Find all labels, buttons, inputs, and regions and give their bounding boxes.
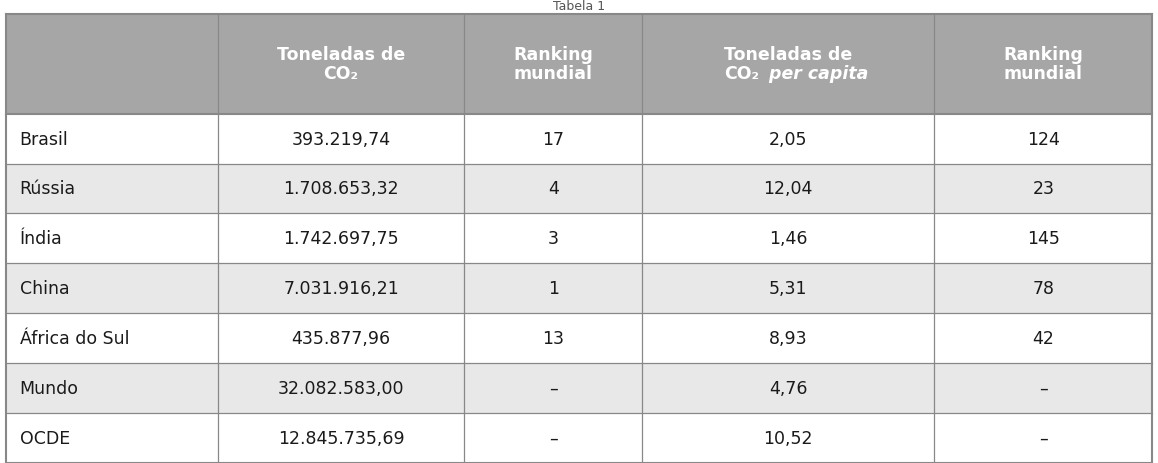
Text: –: – bbox=[549, 379, 558, 397]
Text: 3: 3 bbox=[548, 230, 558, 248]
Text: 4,76: 4,76 bbox=[769, 379, 807, 397]
Text: Ranking: Ranking bbox=[1003, 46, 1083, 64]
Text: Tabela 1: Tabela 1 bbox=[552, 0, 606, 13]
Text: 23: 23 bbox=[1032, 180, 1054, 198]
Text: Toneladas de: Toneladas de bbox=[277, 46, 405, 64]
Text: Mundo: Mundo bbox=[20, 379, 79, 397]
Text: 12,04: 12,04 bbox=[763, 180, 813, 198]
Text: Índia: Índia bbox=[20, 230, 63, 248]
Text: 12.845.735,69: 12.845.735,69 bbox=[278, 429, 404, 447]
Text: 32.082.583,00: 32.082.583,00 bbox=[278, 379, 404, 397]
Text: –: – bbox=[1039, 429, 1048, 447]
Text: 1: 1 bbox=[548, 280, 558, 298]
Text: –: – bbox=[549, 429, 558, 447]
Text: mundial: mundial bbox=[1004, 65, 1083, 83]
Bar bbox=[6, 313, 1152, 363]
Text: 78: 78 bbox=[1032, 280, 1054, 298]
Text: Toneladas de: Toneladas de bbox=[724, 46, 852, 64]
Bar bbox=[6, 214, 1152, 264]
Text: Brasil: Brasil bbox=[20, 130, 68, 148]
Text: África do Sul: África do Sul bbox=[20, 330, 130, 347]
Text: 17: 17 bbox=[542, 130, 564, 148]
Bar bbox=[6, 164, 1152, 214]
Text: OCDE: OCDE bbox=[20, 429, 69, 447]
Text: CO₂: CO₂ bbox=[323, 65, 359, 83]
Text: per capita: per capita bbox=[763, 65, 868, 83]
Text: 124: 124 bbox=[1027, 130, 1060, 148]
Text: 7.031.916,21: 7.031.916,21 bbox=[284, 280, 400, 298]
Text: 8,93: 8,93 bbox=[769, 330, 807, 347]
Bar bbox=[6, 264, 1152, 313]
Text: 145: 145 bbox=[1027, 230, 1060, 248]
Text: mundial: mundial bbox=[514, 65, 593, 83]
Bar bbox=[6, 363, 1152, 413]
Text: CO₂: CO₂ bbox=[724, 65, 760, 83]
Bar bbox=[6, 413, 1152, 463]
Text: 4: 4 bbox=[548, 180, 558, 198]
Text: 13: 13 bbox=[542, 330, 564, 347]
Text: 42: 42 bbox=[1033, 330, 1054, 347]
Text: 1.742.697,75: 1.742.697,75 bbox=[284, 230, 398, 248]
Text: 2,05: 2,05 bbox=[769, 130, 807, 148]
Text: 393.219,74: 393.219,74 bbox=[292, 130, 390, 148]
Text: Rússia: Rússia bbox=[20, 180, 75, 198]
Text: –: – bbox=[1039, 379, 1048, 397]
Text: Ranking: Ranking bbox=[513, 46, 593, 64]
Text: China: China bbox=[20, 280, 69, 298]
Bar bbox=[6, 15, 1152, 114]
Bar bbox=[6, 114, 1152, 164]
Text: 10,52: 10,52 bbox=[763, 429, 813, 447]
Text: 1.708.653,32: 1.708.653,32 bbox=[284, 180, 398, 198]
Text: 1,46: 1,46 bbox=[769, 230, 807, 248]
Text: 5,31: 5,31 bbox=[769, 280, 807, 298]
Text: 435.877,96: 435.877,96 bbox=[292, 330, 390, 347]
